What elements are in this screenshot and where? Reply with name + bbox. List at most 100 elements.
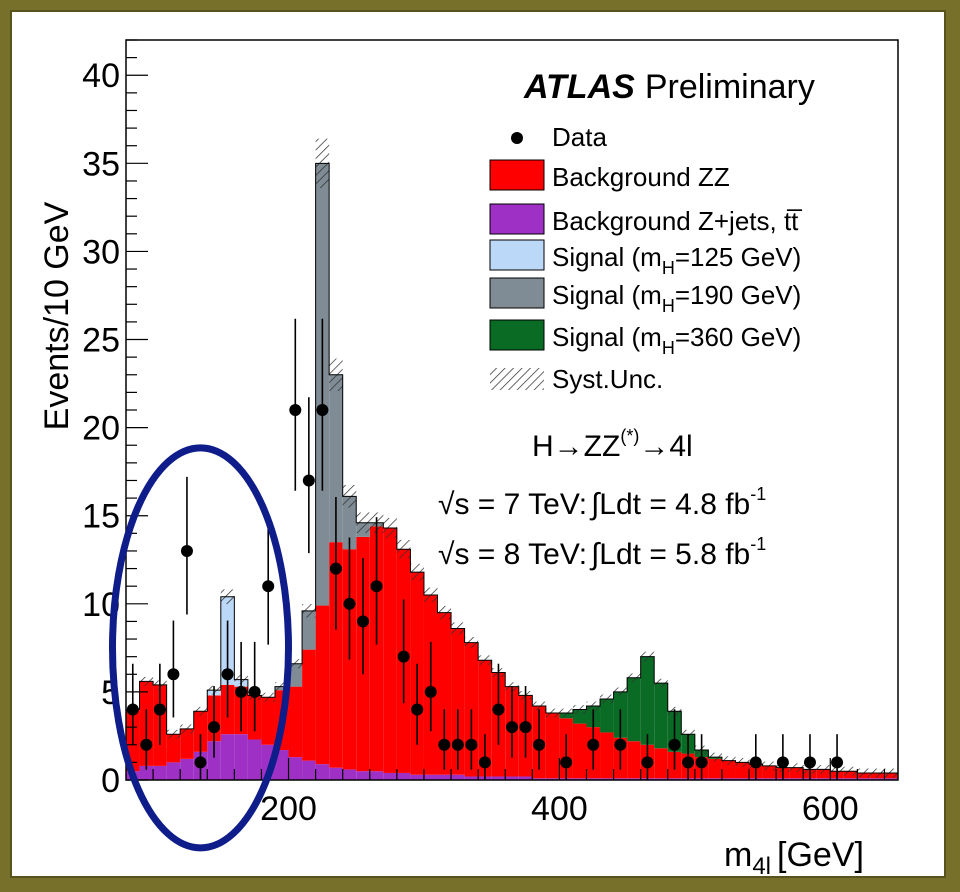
bar-series0-bin20 (396, 772, 411, 780)
y-tick-label-20: 20 (82, 410, 120, 448)
bar-series0-bin18 (369, 771, 384, 780)
data-point-10 (262, 580, 275, 593)
bar-series0-bin9 (247, 739, 262, 780)
bar-series1-bin5 (193, 711, 208, 752)
legend-label-rest-3: =125 GeV) (675, 242, 801, 272)
bar-series0-bin56 (884, 778, 898, 780)
data-point-35 (695, 756, 708, 769)
data-point-32 (641, 756, 654, 769)
bar-series0-bin3 (166, 762, 181, 780)
bar-series1-bin19 (383, 528, 397, 773)
bar-series1-bin37 (627, 741, 641, 779)
y-tick-label-35: 35 (82, 145, 120, 183)
figure-frame: 0 5 10 15 20 25 30 35 40 200 400 600 Events/10 GeV … (10, 10, 946, 880)
atlas-name: ATLAS (523, 68, 635, 106)
bar-series1-bin26 (478, 660, 492, 777)
legend-label-main-5: Signal (m (552, 322, 662, 352)
data-point-27 (519, 721, 532, 734)
legend-label-2: Background Z+jets, tt̅ (552, 206, 802, 236)
experiment-label: ATLAS Preliminary (523, 68, 815, 106)
bar-series0-bin14 (315, 764, 330, 780)
y-tick-label-30: 30 (82, 233, 120, 271)
bar-series1-bin4 (180, 728, 194, 759)
lumi-line-8tev: √s = 8 TeV: ∫Ldt = 5.8 fb-1 (438, 534, 766, 571)
x-tick-label-600: 600 (802, 790, 859, 828)
data-point-3 (167, 668, 180, 681)
bar-series0-bin1 (139, 765, 154, 780)
bar-series0-bin6 (207, 741, 221, 780)
bar-series1-bin39 (654, 748, 668, 779)
bar-series0-bin51 (816, 778, 831, 780)
legend-label-3: Signal (mH=125 GeV) (552, 242, 801, 278)
bar-series1-bin10 (261, 697, 275, 745)
bar-series0-bin29 (518, 776, 533, 780)
lumi-line-7tev: √s = 7 TeV: ∫Ldt = 4.8 fb-1 (438, 484, 766, 521)
bar-series1-bin12 (288, 686, 303, 758)
x-axis-title-sub: 4l (752, 853, 771, 880)
legend-swatch-2 (489, 203, 545, 235)
y-tick-label-0: 0 (101, 762, 120, 800)
bar-series0-bin25 (464, 776, 479, 780)
legend-label-0: Data (552, 122, 607, 152)
legend-label-main-3: Signal (m (552, 242, 662, 272)
legend-label-1: Background ZZ (552, 162, 730, 192)
x-tick-label-200: 200 (260, 790, 317, 828)
bar-series3-bin12 (288, 663, 303, 687)
x-axis-title: m4l [GeV] (724, 836, 864, 880)
bar-series3-bin16 (342, 496, 357, 550)
bar-series1-bin13 (302, 649, 316, 761)
bar-series0-bin19 (383, 772, 397, 780)
data-point-29 (560, 756, 573, 769)
bar-series0-bin54 (857, 778, 871, 780)
legend-swatch-5 (489, 319, 545, 351)
data-point-26 (506, 721, 518, 734)
data-point-20 (424, 685, 437, 698)
bar-series1-bin49 (789, 767, 804, 779)
bar-series0-bin39 (654, 778, 668, 780)
y-tick-label-25: 25 (82, 322, 120, 360)
legend-label-sub-4: H (662, 296, 675, 316)
data-point-23 (465, 738, 478, 751)
bar-series0-bin36 (613, 778, 628, 780)
bar-series0-bin47 (762, 778, 777, 780)
bar-series0-bin8 (234, 734, 248, 780)
data-points (126, 318, 844, 780)
data-point-31 (614, 738, 627, 751)
bar-series0-bin30 (532, 778, 546, 780)
bar-series3-bin15 (329, 374, 343, 543)
process-label: H→ZZ(*)→4l (532, 426, 693, 463)
data-point-2 (153, 703, 166, 716)
data-point-36 (749, 756, 762, 769)
legend-label-6: Syst.Unc. (552, 364, 663, 394)
bar-series0-bin33 (572, 778, 587, 780)
x-axis-title-main: m (724, 836, 752, 874)
bar-series0-bin4 (180, 758, 194, 780)
bar-series0-bin16 (342, 769, 357, 780)
bar-series1-bin35 (600, 732, 614, 779)
data-point-16 (357, 615, 370, 628)
bar-series0-bin21 (410, 774, 424, 780)
legend-label-5: Signal (mH=360 GeV) (552, 322, 801, 358)
legend-label-rest-4: =190 GeV) (675, 280, 801, 310)
bar-series1-bin14 (315, 605, 330, 765)
data-point-30 (587, 738, 600, 751)
data-point-5 (194, 756, 207, 769)
x-axis-title-unit: [GeV] (777, 836, 864, 874)
data-point-7 (221, 668, 234, 681)
data-point-19 (411, 703, 424, 716)
bar-series1-bin43 (708, 758, 722, 779)
bar-series0-bin44 (721, 778, 736, 780)
data-point-25 (492, 703, 505, 716)
y-axis-title: Events/10 GeV (38, 201, 76, 430)
bar-series0-bin43 (708, 778, 722, 780)
atlas-status: Preliminary (645, 68, 815, 106)
data-point-18 (397, 650, 410, 663)
bar-series0-bin49 (789, 778, 804, 780)
bar-series1-bin24 (451, 628, 465, 775)
data-point-39 (831, 756, 844, 769)
y-tick-label-15: 15 (82, 498, 120, 536)
data-point-8 (235, 685, 248, 698)
bar-series1-bin23 (437, 612, 452, 775)
data-point-11 (289, 404, 302, 416)
